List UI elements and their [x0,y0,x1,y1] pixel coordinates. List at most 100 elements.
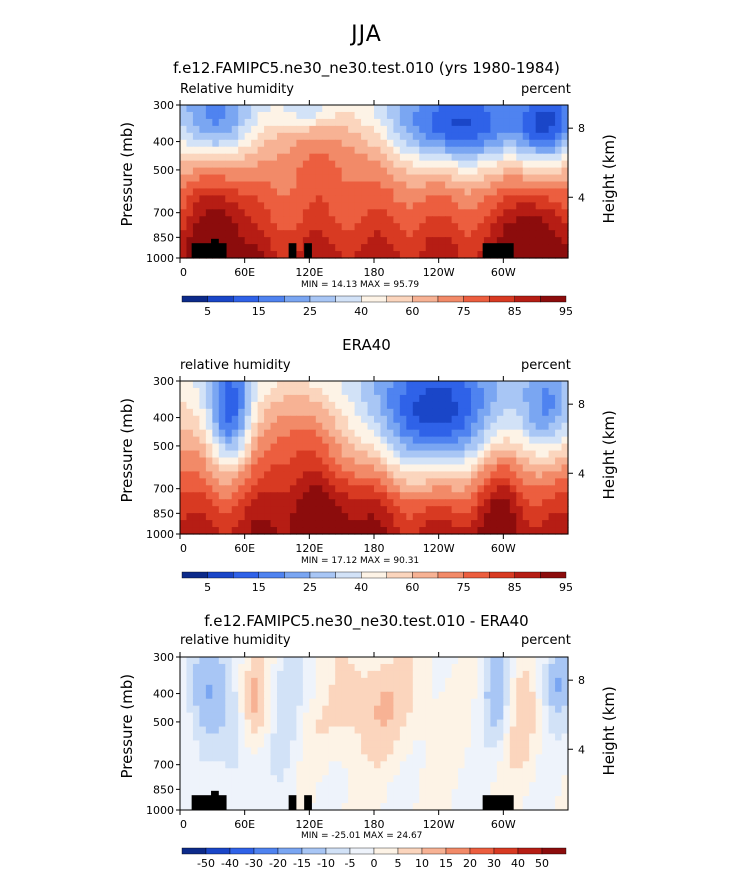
heatmap-cell [277,188,285,197]
heatmap-cell [438,733,446,742]
heatmap-cell [425,657,433,665]
heatmap-cell [438,485,446,493]
heatmap-cell [458,209,466,217]
heatmap-cell [399,789,407,797]
panel-title: f.e12.FAMIPC5.ne30_ne30.test.010 - ERA40 [204,612,529,630]
heatmap-cell [283,775,291,783]
y-tick-label: 1000 [146,252,174,265]
heatmap-cell [458,167,466,176]
heatmap-cell [380,401,388,410]
heatmap-cell [251,719,259,728]
heatmap-cell [257,188,265,197]
heatmap-cell [296,244,304,252]
heatmap-cell [238,684,246,693]
heatmap-cell [328,657,336,665]
heatmap-cell [367,733,375,742]
heatmap-cell [341,754,349,762]
y2-tick-label: 8 [578,398,585,411]
heatmap-cell [386,478,394,486]
y-tick-label: 500 [153,164,174,177]
heatmap-cell [192,146,200,155]
heatmap-cell [535,244,543,252]
heatmap-cell [445,719,453,728]
heatmap-cell [328,698,336,707]
heatmap-cell [244,705,252,714]
heatmap-cell [180,492,188,500]
heatmap-cell [471,796,479,804]
heatmap-cell [516,167,524,176]
heatmap-cell [186,747,194,755]
heatmap-cell [264,216,272,224]
heatmap-cell [438,761,446,769]
heatmap-cell [186,230,194,238]
heatmap-cell [257,747,265,755]
heatmap-cell [386,754,394,762]
heatmap-cell [561,803,569,811]
heatmap-cell [425,705,433,714]
heatmap-cell [516,251,524,259]
heatmap-cell [458,754,466,762]
heatmap-cell [341,761,349,769]
heatmap-cell [542,450,550,459]
heatmap-cell [483,527,491,535]
heatmap-cell [496,712,504,721]
heatmap-cell [386,761,394,769]
heatmap-cell [218,663,226,672]
heatmap-cell [328,408,336,417]
heatmap-cell [218,160,226,169]
heatmap-cell [257,223,265,231]
heatmap-cell [374,782,382,790]
heatmap-cell [503,429,511,438]
heatmap-cell [477,761,485,769]
heatmap-cell [380,719,388,728]
heatmap-cell [380,803,388,811]
heatmap-cell [328,733,336,742]
heatmap-cell [496,105,504,113]
heatmap-cell [218,499,226,507]
heatmap-cell [354,153,362,162]
heatmap-cell [348,789,356,797]
heatmap-cell [277,733,285,742]
heatmap-cell [361,429,369,438]
heatmap-cell [180,160,188,169]
heatmap-cell [438,237,446,245]
heatmap-cell [238,698,246,707]
heatmap-cell [302,698,310,707]
heatmap-cell [289,422,297,431]
heatmap-cell [341,450,349,459]
heatmap-cell [231,527,239,535]
heatmap-cell [445,230,453,238]
heatmap-cell [238,105,246,113]
heatmap-cell [548,677,556,686]
heatmap-cell [516,754,524,762]
heatmap-cell [180,209,188,217]
heatmap-cell [348,132,356,141]
heatmap-cell [548,733,556,742]
heatmap-cell [302,747,310,755]
heatmap-cell [302,789,310,797]
heatmap-cell [412,244,420,252]
heatmap-cell [522,782,530,790]
heatmap-cell [335,726,343,735]
heatmap-cell [199,181,207,190]
heatmap-cell [451,726,459,735]
heatmap-cell [328,181,336,190]
heatmap-cell [483,663,491,672]
heatmap-cell [425,230,433,238]
heatmap-cell [270,251,278,259]
heatmap-cell [238,657,246,665]
heatmap-cell [561,125,569,134]
heatmap-cell [205,691,213,700]
colorbar-label: 95 [559,305,573,318]
heatmap-cell [406,803,414,811]
heatmap-cell [296,450,304,459]
heatmap-cell [483,394,491,403]
heatmap-cell [348,478,356,486]
heatmap-cell [490,691,498,700]
heatmap-cell [192,181,200,190]
heatmap-cell [309,436,317,445]
heatmap-cell [205,471,213,479]
heatmap-cell [535,167,543,176]
heatmap-cell [192,450,200,459]
heatmap-cell [296,471,304,479]
